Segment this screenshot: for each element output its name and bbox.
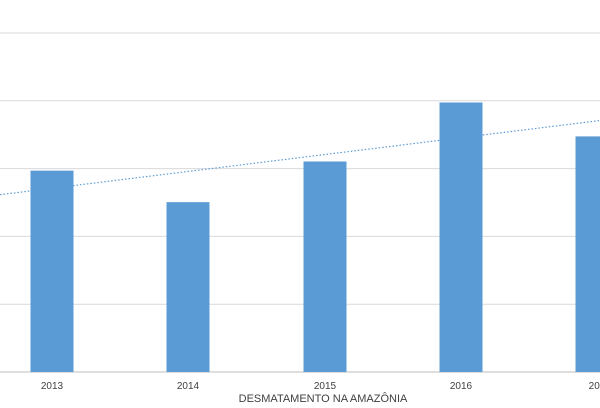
bars xyxy=(30,102,600,373)
trendline xyxy=(0,119,600,196)
trendline-group xyxy=(0,119,600,196)
bar-2015 xyxy=(303,161,347,372)
x-tick-labels: 2013 2014 2015 2016 201 xyxy=(41,381,600,392)
bar-2017 xyxy=(575,136,600,372)
x-tick-label: 201 xyxy=(589,381,600,392)
bar-2013 xyxy=(30,170,74,372)
x-tick-label: 2014 xyxy=(177,381,200,392)
bar-2016 xyxy=(439,102,483,373)
bar-2014 xyxy=(166,202,210,372)
x-axis-title: DESMATAMENTO NA AMAZÔNIA xyxy=(239,392,408,405)
gridlines xyxy=(0,32,600,373)
x-tick-label: 2013 xyxy=(41,381,64,392)
x-tick-label: 2015 xyxy=(314,381,337,392)
x-tick-label: 2016 xyxy=(450,381,473,392)
